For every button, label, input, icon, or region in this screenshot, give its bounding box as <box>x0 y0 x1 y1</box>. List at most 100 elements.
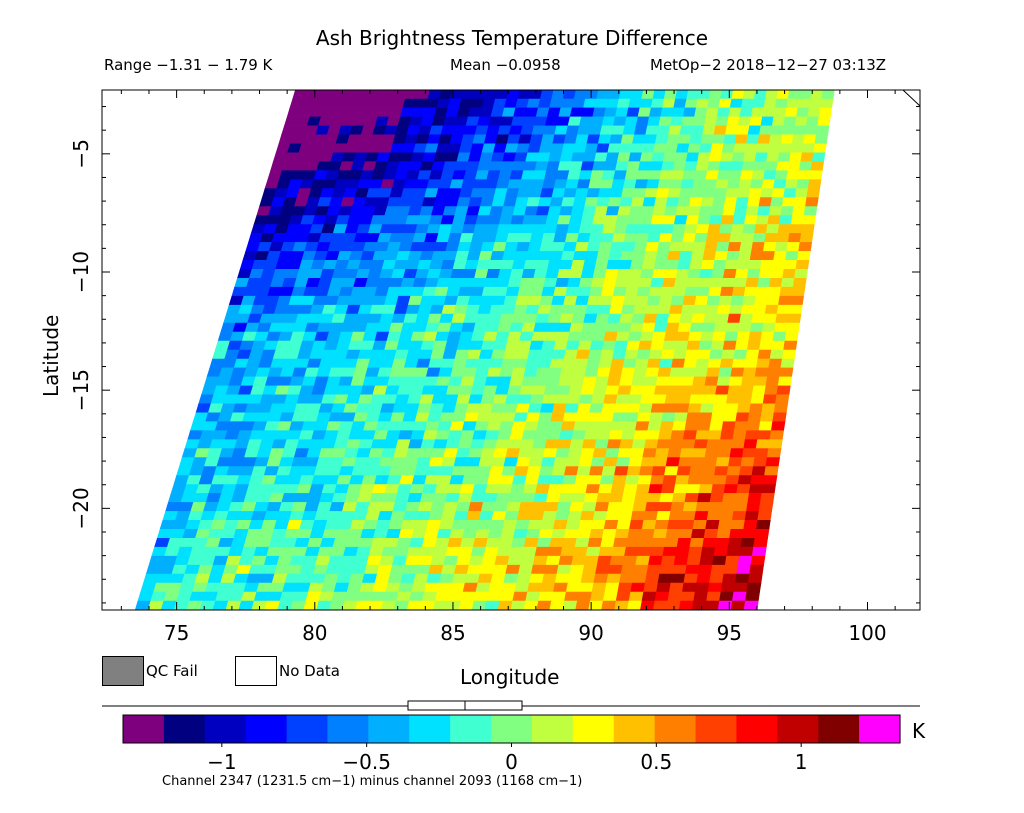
heatmap-cell <box>693 439 709 449</box>
heatmap-cell <box>743 286 758 297</box>
heatmap-cell <box>711 134 726 145</box>
heatmap-cell <box>565 179 580 189</box>
heatmap-cell <box>547 313 562 324</box>
heatmap-cell <box>619 502 635 512</box>
heatmap-cell <box>791 286 806 297</box>
heatmap-cell <box>543 277 558 288</box>
heatmap-cell <box>731 152 746 162</box>
heatmap-cell <box>655 376 671 387</box>
heatmap-cell <box>511 313 526 324</box>
colorbar-tick-label: −1 <box>207 750 236 774</box>
heatmap-cell <box>376 564 393 575</box>
heatmap-cell <box>672 161 687 171</box>
heatmap-cell <box>513 251 529 261</box>
heatmap-cell <box>557 268 572 279</box>
heatmap-cell <box>621 242 637 252</box>
heatmap-cell <box>607 197 622 207</box>
heatmap-cell <box>538 466 555 476</box>
heatmap-cell <box>557 376 573 387</box>
heatmap-cell <box>578 224 593 234</box>
heatmap-cell <box>732 215 747 225</box>
heatmap-cell <box>607 564 624 575</box>
heatmap-cell <box>549 475 565 485</box>
heatmap-cell <box>570 206 586 216</box>
heatmap-cell <box>565 286 580 297</box>
heatmap-cell <box>623 484 639 494</box>
heatmap-cell <box>648 224 663 234</box>
heatmap-cell <box>535 313 550 324</box>
heatmap-cell <box>606 439 622 449</box>
heatmap-cell <box>644 573 660 584</box>
heatmap-cell <box>590 457 606 467</box>
y-tick-label: −15 <box>69 369 93 411</box>
heatmap-cell <box>471 600 488 610</box>
heatmap-cell <box>510 484 526 494</box>
heatmap-cell <box>737 475 753 485</box>
heatmap-cell <box>679 519 695 530</box>
heatmap-cell <box>393 600 410 610</box>
heatmap-cell <box>305 591 322 602</box>
heatmap-cell <box>672 286 687 297</box>
heatmap-cell <box>595 197 611 207</box>
heatmap-cell <box>637 107 652 118</box>
heatmap-cell <box>713 125 728 136</box>
heatmap-cell <box>427 412 443 423</box>
heatmap-cell <box>580 161 595 171</box>
heatmap-cell <box>726 251 741 261</box>
heatmap-cell <box>755 439 771 449</box>
heatmap-cell <box>426 519 442 530</box>
heatmap-cell <box>677 134 692 145</box>
heatmap-cell <box>596 90 611 100</box>
heatmap-cell <box>654 134 669 145</box>
heatmap-cell <box>484 376 500 387</box>
heatmap-cell <box>457 493 474 503</box>
heatmap-cell <box>515 349 531 360</box>
heatmap-cell <box>656 582 672 593</box>
heatmap-cell <box>462 582 479 593</box>
heatmap-cell <box>729 98 744 109</box>
heatmap-cell <box>583 313 598 324</box>
heatmap-cell <box>556 564 572 575</box>
heatmap-cell <box>554 394 570 405</box>
swath-heatmap <box>134 90 835 610</box>
heatmap-cell <box>567 116 582 127</box>
heatmap-cell <box>771 188 786 198</box>
heatmap-cell <box>722 268 738 279</box>
heatmap-cell <box>614 107 629 118</box>
heatmap-cell <box>739 170 754 180</box>
heatmap-cell <box>611 233 627 243</box>
heatmap-cell <box>629 322 644 333</box>
no-data-swatch <box>235 656 277 686</box>
heatmap-cell <box>372 582 389 593</box>
heatmap-cell <box>542 448 558 458</box>
heatmap-cell <box>722 573 737 584</box>
heatmap-cell <box>705 233 720 243</box>
heatmap-cell <box>728 457 743 467</box>
heatmap-cell <box>638 403 654 414</box>
heatmap-cell <box>660 555 676 566</box>
heatmap-cell <box>394 546 410 557</box>
heatmap-cell <box>626 107 641 118</box>
heatmap-cell <box>714 466 729 476</box>
heatmap-cell <box>662 340 677 351</box>
heatmap-cell <box>670 170 685 180</box>
heatmap-cell <box>507 439 523 449</box>
heatmap-cell <box>663 90 678 100</box>
heatmap-cell <box>515 403 531 414</box>
heatmap-cell <box>667 251 682 261</box>
heatmap-cell <box>396 537 412 548</box>
heatmap-cell <box>505 286 521 297</box>
heatmap-cell <box>643 511 659 521</box>
heatmap-cell <box>451 466 467 476</box>
heatmap-cell <box>676 537 692 548</box>
heatmap-cell <box>746 502 761 512</box>
heatmap-cell <box>576 528 592 539</box>
heatmap-cell <box>726 466 742 476</box>
heatmap-cell <box>387 573 404 584</box>
heatmap-cell <box>751 242 766 252</box>
heatmap-cell <box>575 349 591 360</box>
heatmap-cell <box>627 528 643 539</box>
heatmap-cell <box>774 242 789 252</box>
heatmap-cell <box>719 358 735 369</box>
heatmap-cell <box>580 448 596 458</box>
